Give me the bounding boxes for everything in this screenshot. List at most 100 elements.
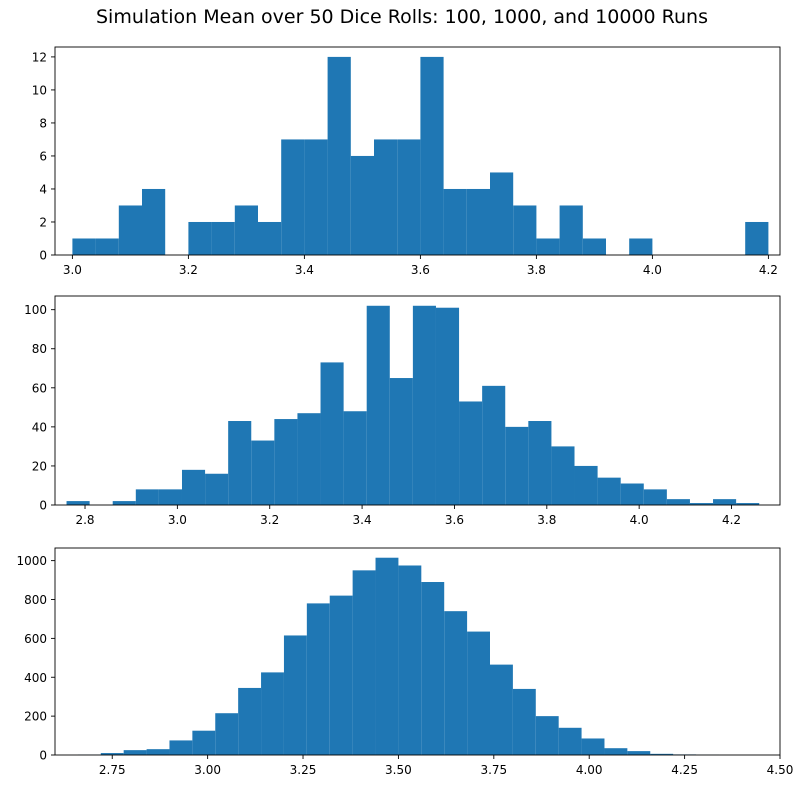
axes-frame [54,547,781,756]
y-tick-label: 40 [32,420,47,434]
panel-1: 3.0 3.2 3.4 3.6 3.8 4.0 4.2 0 2 4 6 8 10 12 [32,46,781,277]
histogram-bar [604,748,628,755]
histogram-bar [112,501,136,505]
histogram-bar [412,305,436,505]
histogram-bar [528,421,552,505]
axes-frame [54,46,781,256]
histogram-bar [118,205,142,255]
x-tick-label: 3.6 [411,263,430,277]
y-tick-label: 200 [24,710,47,724]
y-tick-label: 1000 [16,554,47,568]
histogram-bar [192,730,216,755]
x-tick-label: 3.2 [260,513,279,527]
histogram-bar [375,557,399,755]
histogram-bar [444,611,468,755]
histogram-bar [389,378,413,505]
x-tick-label: 3.50 [385,763,412,777]
histogram-bar [490,664,513,755]
histogram-bar [181,469,206,505]
histogram-bar [135,489,159,505]
histogram-bar [443,188,467,255]
histogram-bar [374,139,398,255]
x-tick-label: 4.0 [643,263,662,277]
histogram-bar [366,305,390,505]
histogram-bar [158,489,182,505]
histogram-bar [574,465,598,505]
histogram-bar [169,740,193,755]
y-tick-label: 600 [24,632,47,646]
histogram-bar [535,716,559,755]
histogram-bar [459,401,483,505]
y-tick-label: 10 [32,83,47,97]
histogram-bar [582,238,606,255]
y-tick-label: 2 [39,215,47,229]
x-tick-label: 4.50 [767,763,794,777]
histogram-bar [512,688,536,755]
x-tick-label: 2.75 [99,763,126,777]
x-tick-label: 4.00 [576,763,603,777]
histogram-bar [234,205,258,255]
histogram-bar [482,385,506,505]
histogram-bar [629,238,653,255]
x-tick-label: 4.0 [630,513,649,527]
y-tick-label: 0 [39,749,47,763]
histogram-bar [251,440,275,505]
histogram-bar [274,419,298,505]
histogram-bar [304,139,328,255]
x-tick-label: 4.2 [722,513,741,527]
histogram-bar [329,595,353,755]
histogram-bar [142,188,166,255]
histogram-bar [123,750,147,755]
y-tick-label: 6 [39,149,47,163]
histogram-bar [327,56,351,256]
histogram-bar [627,751,651,755]
x-tick-label: 2.8 [75,513,94,527]
x-tick-label: 3.2 [179,263,198,277]
histogram-bar [211,221,235,255]
histogram-bar [215,713,239,755]
histogram-bar [398,565,422,755]
histogram-bar [581,738,605,755]
histogram-bar [188,221,212,255]
histogram-bar [551,446,575,505]
histogram-bar [421,582,445,755]
histogram-bar [689,503,714,505]
histogram-bar [435,307,460,505]
histogram-bar [306,603,330,755]
axes-frame [54,295,781,506]
histogram-bar [281,139,305,255]
histogram-bar [343,411,367,505]
histogram-bar [620,483,644,505]
x-tick-label: 3.25 [290,763,317,777]
y-tick-label: 60 [32,381,47,395]
histogram-bar [397,139,421,255]
histogram-bar [736,503,760,505]
x-tick-label: 4.25 [671,763,698,777]
histogram-bar [238,687,262,755]
y-tick-label: 800 [24,593,47,607]
histogram-bar [146,749,170,755]
y-tick-label: 8 [39,116,47,130]
y-tick-label: 0 [39,499,47,513]
histogram-bar [713,499,737,505]
histogram-bar [666,499,690,505]
x-tick-label: 3.8 [537,513,556,527]
histogram-bar [350,155,374,255]
histogram-bar [536,238,560,255]
histogram-bar [505,426,529,505]
y-tick-label: 20 [32,459,47,473]
histogram-bar [745,221,769,255]
histogram-bar [650,753,674,755]
x-tick-label: 3.0 [168,513,187,527]
histogram-bar [467,631,490,755]
histogram-bar [297,413,321,505]
y-tick-label: 12 [32,50,47,64]
histogram-bar [643,489,667,505]
x-tick-label: 3.4 [353,513,372,527]
x-tick-label: 3.00 [194,763,221,777]
histogram-bar [283,635,307,755]
y-tick-label: 4 [39,182,47,196]
histogram-bar [490,172,514,255]
x-tick-label: 3.0 [63,263,82,277]
histogram-bar [66,501,90,505]
